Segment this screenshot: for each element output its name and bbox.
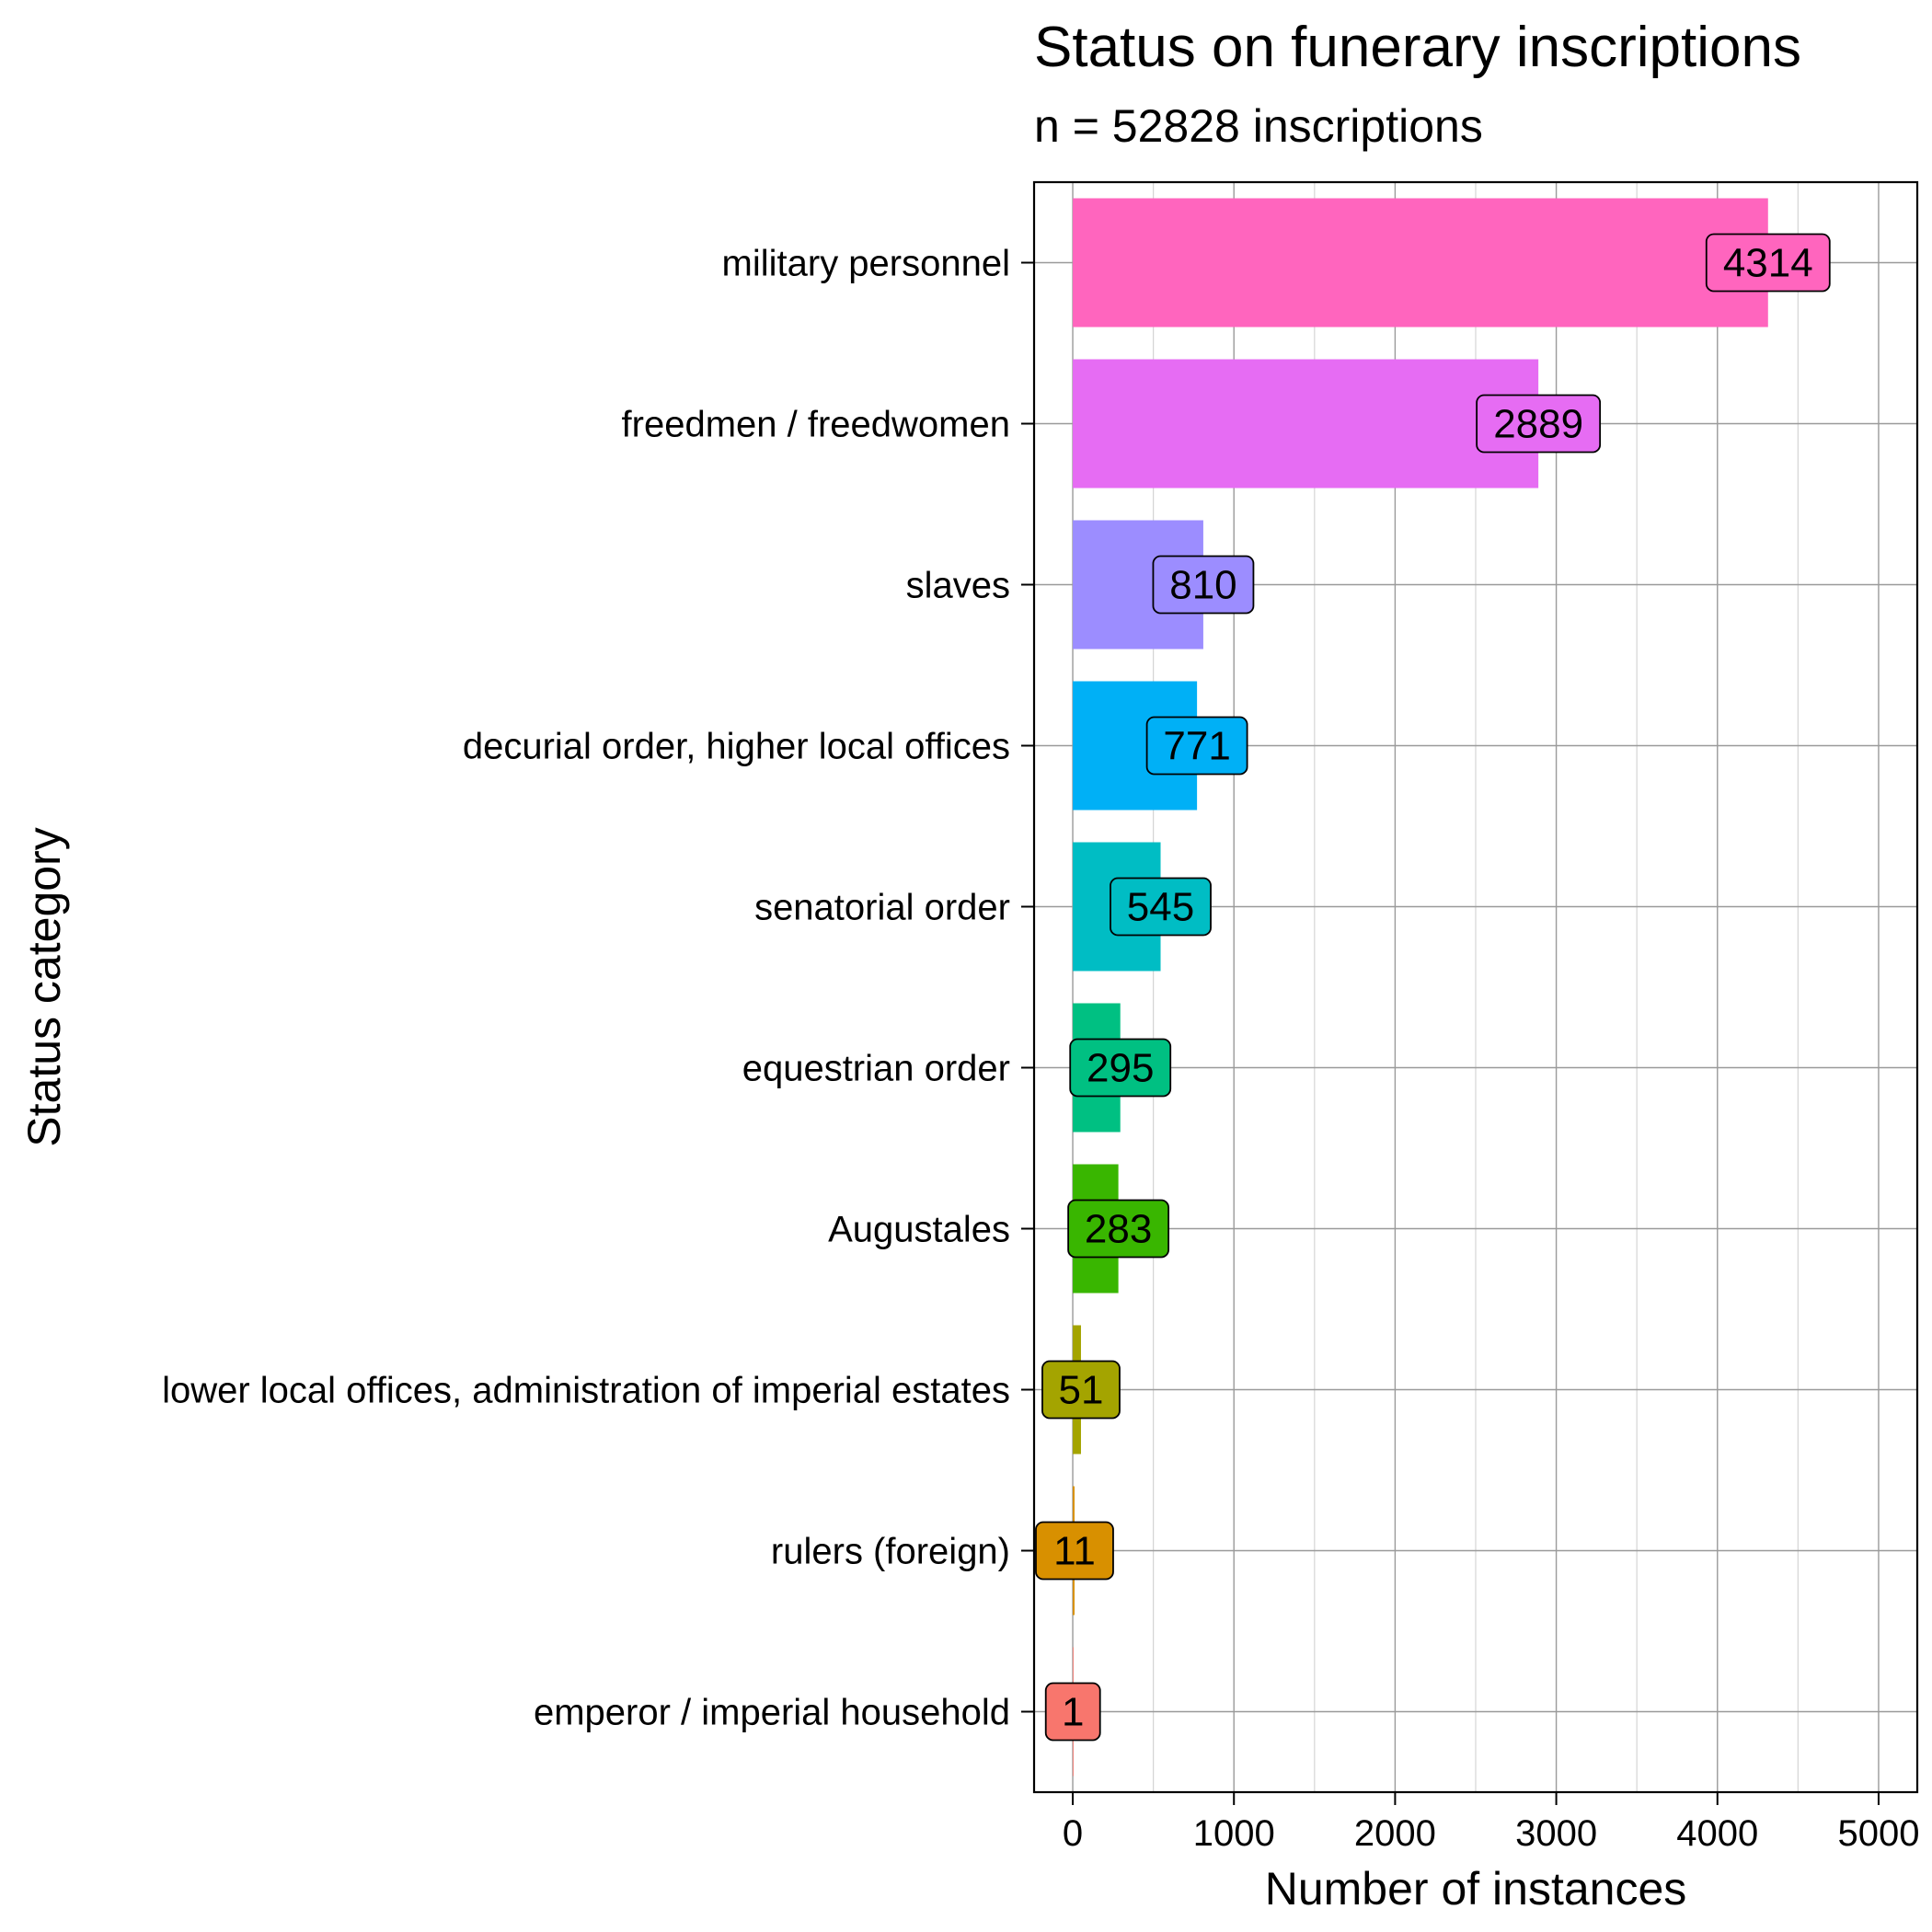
data-label-text: 283	[1085, 1207, 1152, 1252]
x-tick-label: 2000	[1354, 1813, 1436, 1854]
y-tick-label: military personnel	[722, 244, 1010, 284]
y-tick-label: slaves	[906, 566, 1010, 606]
y-tick-label: emperor / imperial household	[534, 1693, 1010, 1733]
y-tick-label: Augustales	[828, 1210, 1010, 1250]
y-tick-label: rulers (foreign)	[771, 1532, 1010, 1572]
data-label: 51	[1041, 1360, 1121, 1420]
data-label-box	[1145, 716, 1248, 776]
data-label: 2889	[1476, 394, 1602, 454]
x-tick-label: 5000	[1837, 1813, 1919, 1854]
plot-frame	[1032, 180, 1919, 1794]
data-label-box	[1069, 1038, 1172, 1098]
data-label-text: 810	[1169, 563, 1236, 608]
data-label-box	[1044, 1682, 1101, 1742]
data-label-box	[1110, 877, 1212, 937]
data-label: 545	[1110, 877, 1212, 937]
data-label: 771	[1145, 716, 1248, 776]
data-label: 11	[1035, 1521, 1114, 1581]
data-label-text: 11	[1053, 1529, 1096, 1574]
data-label-box	[1067, 1199, 1170, 1259]
data-label-box	[1041, 1360, 1121, 1420]
data-label: 295	[1069, 1038, 1172, 1098]
y-tick-label: senatorial order	[754, 888, 1010, 928]
data-label-text: 295	[1087, 1046, 1154, 1091]
y-tick-label: freedmen / freedwomen	[622, 405, 1010, 445]
data-label: 4314	[1705, 233, 1831, 293]
bar	[1073, 198, 1768, 328]
data-label: 283	[1067, 1199, 1170, 1259]
y-tick-label: decurial order, higher local offices	[463, 727, 1010, 767]
data-label-text: 545	[1127, 885, 1194, 930]
chart-title: Status on funerary inscriptions	[1034, 16, 1801, 79]
data-label-text: 771	[1163, 724, 1230, 769]
data-label-text: 2889	[1493, 402, 1583, 447]
data-label: 1	[1044, 1682, 1101, 1742]
data-label-text: 4314	[1723, 241, 1813, 286]
bar	[1073, 359, 1539, 489]
y-axis: military personnel freedmen / freedwomen s…	[162, 244, 1034, 1733]
x-tick-label: 3000	[1515, 1813, 1597, 1854]
x-axis: 0 1000 2000 3000 4000 5000	[1063, 1792, 1919, 1854]
chart-subtitle: n = 52828 inscriptions	[1034, 100, 1483, 152]
x-tick-label: 4000	[1676, 1813, 1758, 1854]
y-tick-label: equestrian order	[742, 1049, 1010, 1089]
y-axis-title: Status category	[18, 827, 70, 1146]
x-axis-title: Number of instances	[1265, 1863, 1687, 1915]
x-tick-label: 0	[1063, 1813, 1083, 1854]
data-label-box	[1035, 1521, 1114, 1581]
bars	[1073, 198, 1768, 1777]
data-label-text: 51	[1059, 1368, 1104, 1413]
data-label-box	[1476, 394, 1602, 454]
data-label: 810	[1152, 555, 1255, 615]
data-label-text: 1	[1062, 1690, 1084, 1735]
y-tick-label: lower local offices, administration of i…	[162, 1371, 1010, 1411]
data-label-box	[1705, 233, 1831, 293]
x-tick-label: 1000	[1193, 1813, 1275, 1854]
data-label-box	[1152, 555, 1255, 615]
